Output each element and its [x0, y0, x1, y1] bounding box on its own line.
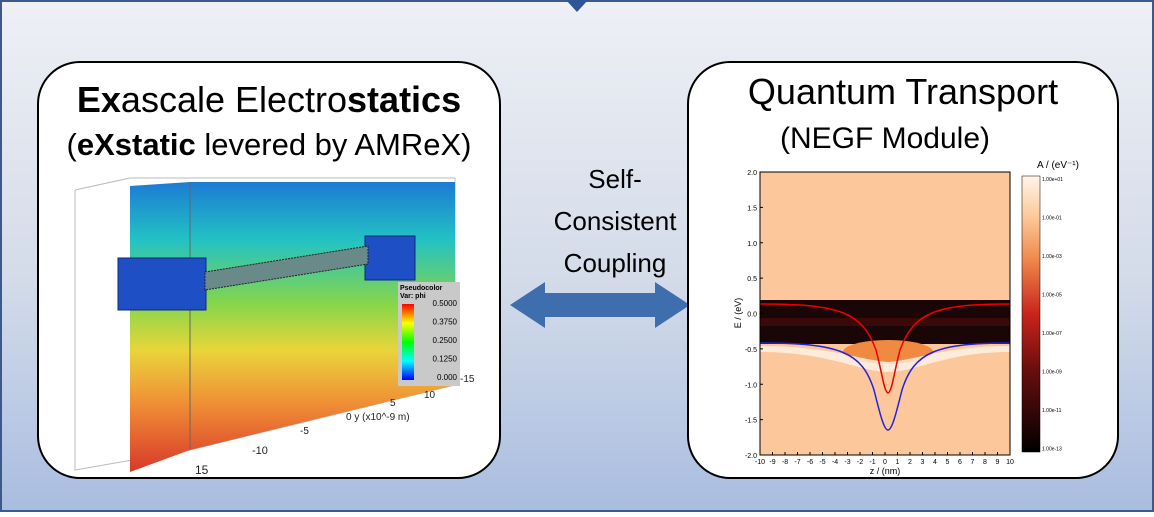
- x-tick-label: -7: [794, 459, 800, 466]
- colorbar-tick-label: 1.00e+01: [1042, 177, 1063, 183]
- figure: Exascale Electrostatics (eXstatic levere…: [0, 0, 1154, 512]
- axis-label: 0 y (x10^-9 m): [346, 412, 410, 423]
- axis-label: 5: [390, 398, 396, 409]
- subtitle-part: eXstatic: [77, 127, 196, 162]
- legend-label: 0.3750: [433, 318, 458, 327]
- x-tick-label: 10: [1006, 459, 1014, 466]
- x-tick-label: -1: [869, 459, 875, 466]
- subtitle-part: levered by AMReX): [196, 127, 472, 162]
- axis-label: 10: [424, 390, 436, 401]
- x-tick-label: -10: [755, 459, 765, 466]
- axis-label: -15: [460, 374, 475, 385]
- coupling-label: Consistent: [554, 206, 678, 236]
- axis-label: 15: [195, 463, 209, 477]
- x-tick-label: -6: [807, 459, 813, 466]
- colorbar: [1022, 176, 1040, 452]
- x-tick-label: 6: [958, 459, 962, 466]
- colorbar-tick-label: 1.00e-09: [1042, 370, 1062, 376]
- y-tick-label: 0.5: [747, 276, 757, 283]
- electrode: [365, 236, 415, 280]
- x-tick-label: -3: [844, 459, 850, 466]
- title-part: ascale Electro: [121, 79, 347, 120]
- electrode: [118, 258, 206, 310]
- legend-bar: [402, 304, 414, 380]
- y-tick-label: 0.0: [747, 312, 757, 319]
- page: Exascale Electrostatics (eXstatic levere…: [0, 0, 1154, 512]
- right-subtitle: (NEGF Module): [780, 122, 990, 155]
- axis-label: -10: [252, 445, 268, 457]
- colorbar-tick-label: 1.00e-05: [1042, 293, 1062, 299]
- title-part: statics: [347, 79, 461, 120]
- band-stripe: [760, 318, 1010, 326]
- y-tick-label: -0.5: [745, 347, 757, 354]
- coupling-label: Self-: [588, 164, 641, 194]
- y-axis-label: E / (eV): [733, 298, 743, 329]
- left-subtitle: (eXstatic levered by AMReX): [67, 127, 472, 162]
- plot: A / (eV⁻¹) E / (eV) z / (nm): [733, 160, 1079, 476]
- x-tick-label: 3: [921, 459, 925, 466]
- x-tick-label: 8: [983, 459, 987, 466]
- x-tick-label: -4: [832, 459, 838, 466]
- x-tick-label: 5: [946, 459, 950, 466]
- axis-label: -5: [300, 426, 309, 437]
- x-tick-label: -9: [769, 459, 775, 466]
- colorbar-tick-label: 1.00e-13: [1042, 447, 1062, 453]
- y-tick-label: 2.0: [747, 170, 757, 177]
- colorbar-tick-label: 1.00e-03: [1042, 254, 1062, 260]
- x-tick-label: 1: [896, 459, 900, 466]
- left-title: Exascale Electrostatics: [77, 79, 461, 120]
- right-title: Quantum Transport: [748, 71, 1058, 112]
- legend-var: Var: phi: [400, 293, 426, 300]
- x-axis-label: z / (nm): [870, 466, 901, 476]
- legend-title: Pseudocolor: [400, 285, 443, 292]
- legend-label: 0.1250: [433, 355, 458, 364]
- x-tick-label: 2: [908, 459, 912, 466]
- coupling-label: Coupling: [564, 248, 667, 278]
- x-tick-label: 7: [971, 459, 975, 466]
- x-tick-label: 9: [996, 459, 1000, 466]
- title-part: Ex: [77, 79, 121, 120]
- x-tick-label: 4: [933, 459, 937, 466]
- legend-label: 0.5000: [433, 299, 458, 308]
- x-tick-label: -8: [782, 459, 788, 466]
- colorbar-tick-label: 1.00e-11: [1042, 408, 1062, 414]
- legend-label: 0.2500: [433, 336, 458, 345]
- x-tick-label: -5: [819, 459, 825, 466]
- colorbar-tick-label: 1.00e-07: [1042, 331, 1062, 337]
- x-tick-label: 0: [883, 459, 887, 466]
- legend-label: 0.000: [437, 373, 458, 382]
- y-tick-label: -1.0: [745, 382, 757, 389]
- colorbar-tick-label: 1.00e-01: [1042, 216, 1062, 222]
- y-tick-label: 1.5: [747, 205, 757, 212]
- x-tick-label: -2: [857, 459, 863, 466]
- y-tick-label: 1.0: [747, 241, 757, 248]
- y-tick-label: -1.5: [745, 418, 757, 425]
- colorbar-title: A / (eV⁻¹): [1037, 160, 1079, 171]
